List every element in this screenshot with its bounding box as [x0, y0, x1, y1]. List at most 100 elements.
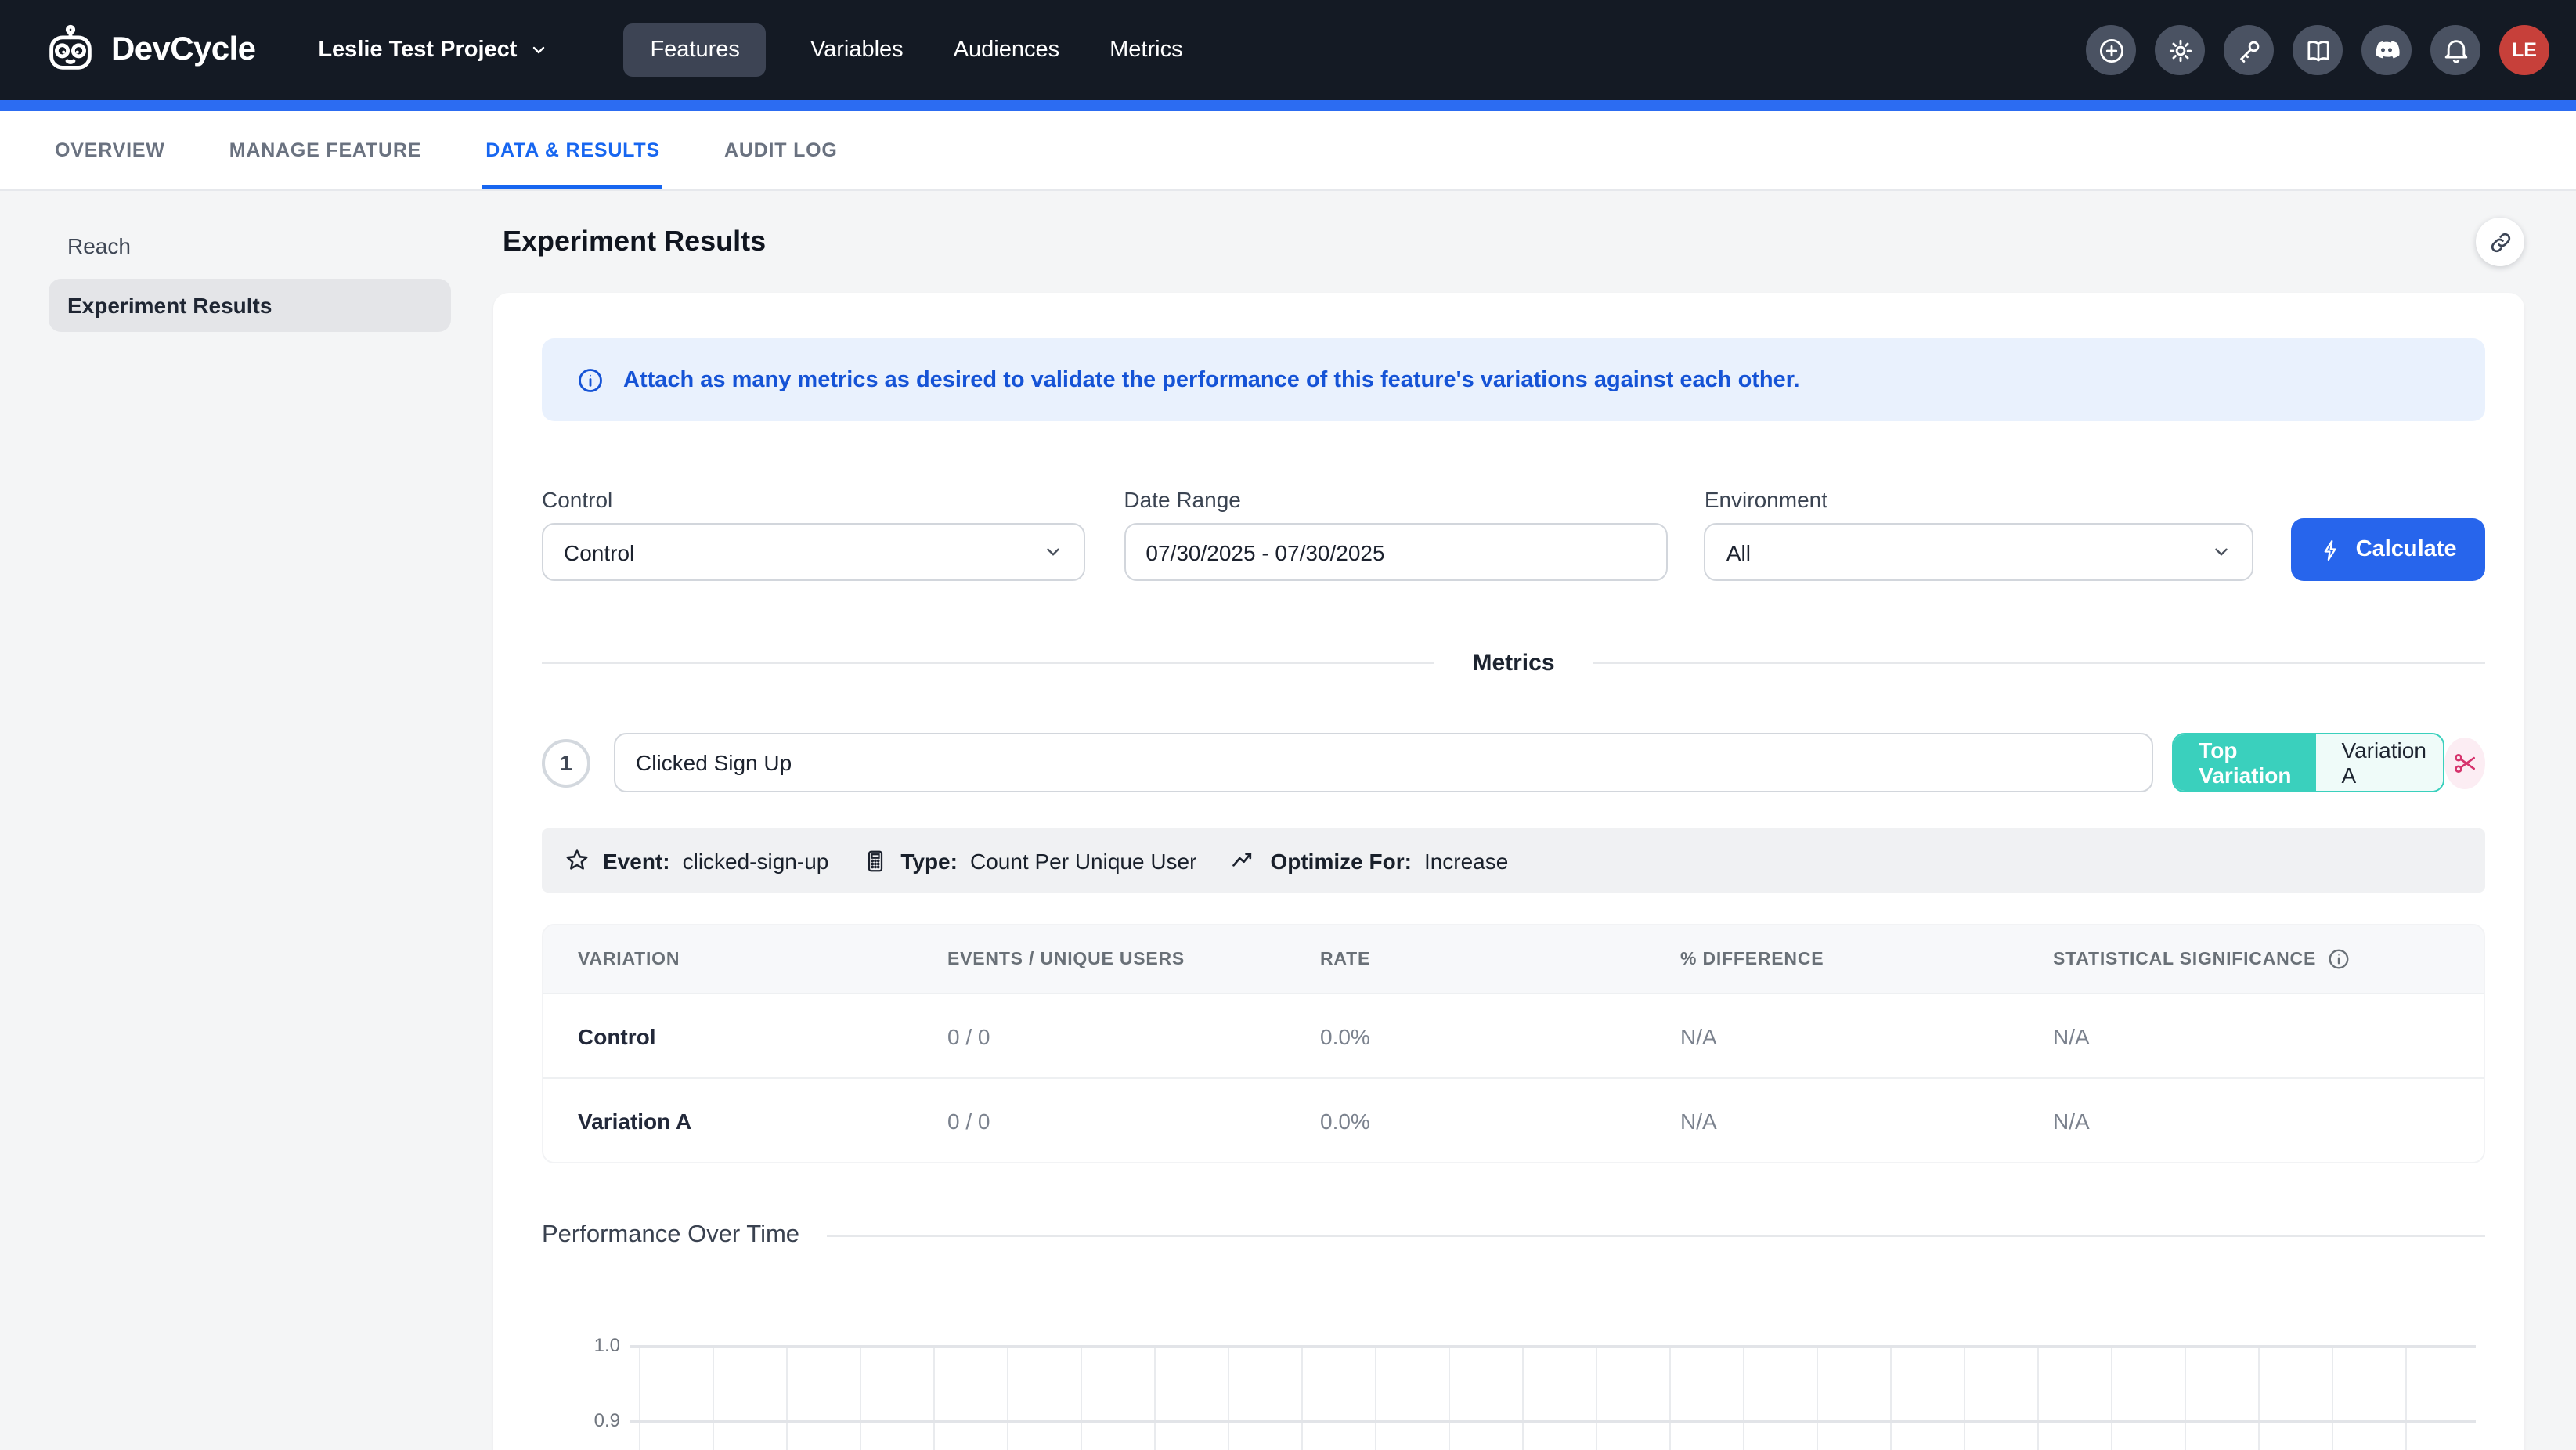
performance-chart: 1.0 0.9 [542, 1278, 2485, 1450]
trend-up-icon [1231, 847, 1257, 874]
table-row: Variation A 0 / 0 0.0% N/A N/A [543, 1077, 2484, 1162]
optimize-meta: Optimize For: Increase [1231, 847, 1508, 874]
link-icon [2488, 229, 2513, 254]
environment-select[interactable]: All [1705, 523, 2253, 581]
optimize-label: Optimize For: [1270, 848, 1411, 873]
discord-icon [2371, 34, 2402, 66]
control-select[interactable]: Control [542, 523, 1084, 581]
control-select-value: Control [564, 539, 634, 564]
results-table-header: VARIATION EVENTS / UNIQUE USERS RATE % D… [543, 925, 2484, 993]
col-rate: RATE [1286, 950, 1646, 968]
project-name: Leslie Test Project [318, 38, 517, 63]
col-difference: % DIFFERENCE [1646, 950, 2019, 968]
brand-name: DevCycle [111, 31, 255, 69]
api-keys-button[interactable] [2224, 25, 2274, 75]
discord-button[interactable] [2361, 25, 2412, 75]
user-avatar[interactable]: LE [2499, 25, 2549, 75]
brand[interactable]: DevCycle [44, 23, 255, 77]
add-icon [2096, 35, 2126, 65]
chart-plot-area [639, 1345, 2476, 1450]
scissors-icon [2452, 749, 2478, 776]
sidebar-item-reach[interactable]: Reach [49, 219, 451, 272]
table-row: Control 0 / 0 0.0% N/A N/A [543, 993, 2484, 1077]
add-button[interactable] [2086, 25, 2136, 75]
page-title: Experiment Results [503, 225, 766, 258]
date-range-label: Date Range [1124, 487, 1668, 512]
metrics-divider-label: Metrics [1472, 650, 1554, 676]
date-range-input[interactable] [1124, 523, 1668, 581]
type-value: Count Per Unique User [970, 848, 1197, 873]
event-meta: Event: clicked-sign-up [564, 847, 828, 874]
control-label: Control [542, 487, 1084, 512]
col-events: EVENTS / UNIQUE USERS [913, 950, 1286, 968]
app-root: DevCycle Leslie Test Project Features Va… [0, 0, 2576, 1450]
devcycle-robot-logo-icon [44, 23, 97, 77]
docs-book-icon [2303, 35, 2332, 65]
performance-title: Performance Over Time [542, 1221, 799, 1250]
results-table: VARIATION EVENTS / UNIQUE USERS RATE % D… [542, 924, 2485, 1163]
notifications-button[interactable] [2430, 25, 2480, 75]
toggle-top-variation[interactable]: Top Variation [2174, 734, 2316, 791]
metrics-divider: Metrics [542, 650, 2485, 676]
calculate-label: Calculate [2356, 537, 2457, 562]
tab-overview[interactable]: OVERVIEW [52, 111, 168, 189]
type-meta: Type: Count Per Unique User [863, 848, 1196, 873]
y-axis-tick-1: 1.0 [542, 1334, 620, 1356]
docs-button[interactable] [2293, 25, 2343, 75]
metric-index-badge: 1 [542, 738, 590, 787]
info-banner: Attach as many metrics as desired to val… [542, 338, 2485, 421]
tab-manage-feature[interactable]: MANAGE FEATURE [226, 111, 424, 189]
tab-audit-log[interactable]: AUDIT LOG [721, 111, 841, 189]
feature-tabbar: OVERVIEW MANAGE FEATURE DATA & RESULTS A… [0, 111, 2576, 191]
info-icon [576, 366, 604, 394]
environment-select-value: All [1726, 539, 1751, 564]
chevron-down-icon [1042, 542, 1063, 562]
sidebar-item-experiment-results[interactable]: Experiment Results [49, 279, 451, 332]
control-field: Control Control [542, 487, 1084, 581]
date-range-field: Date Range [1124, 487, 1668, 581]
info-banner-text: Attach as many metrics as desired to val… [623, 367, 1800, 392]
results-sidebar: Reach Experiment Results [0, 191, 485, 1450]
content: Reach Experiment Results Experiment Resu… [0, 191, 2576, 1450]
variation-toggle: Top Variation Variation A [2172, 733, 2444, 792]
event-value: clicked-sign-up [683, 848, 829, 873]
calculate-button[interactable]: Calculate [2291, 518, 2485, 581]
nav-link-features[interactable]: Features [623, 23, 766, 77]
metric-name-input[interactable] [614, 733, 2153, 792]
lightning-icon [2320, 538, 2343, 561]
calculator-icon [863, 848, 888, 873]
controls-row: Control Control Date Range Environment [542, 487, 2485, 581]
api-key-icon [2234, 35, 2264, 65]
col-significance: STATISTICAL SIGNIFICANCE [2019, 947, 2484, 971]
copy-link-button[interactable] [2476, 218, 2524, 266]
chevron-down-icon [529, 41, 548, 60]
settings-gear-icon [2165, 35, 2195, 65]
metric-row: 1 Top Variation Variation A [542, 733, 2485, 792]
metric-meta-row: Event: clicked-sign-up Type: Count Per U… [542, 828, 2485, 893]
settings-button[interactable] [2155, 25, 2205, 75]
primary-nav: Features Variables Audiences Metrics [623, 23, 1189, 77]
heading-row: Experiment Results [485, 191, 2576, 293]
type-label: Type: [900, 848, 958, 873]
performance-section-header: Performance Over Time [542, 1221, 2485, 1250]
nav-link-metrics[interactable]: Metrics [1103, 23, 1189, 77]
col-variation: VARIATION [543, 950, 913, 968]
info-icon[interactable] [2327, 947, 2351, 971]
main-panel: Experiment Results Attach as many metric… [485, 191, 2576, 1450]
remove-metric-button[interactable] [2444, 737, 2485, 788]
nav-link-variables[interactable]: Variables [804, 23, 910, 77]
event-label: Event: [603, 848, 670, 873]
star-icon [564, 847, 590, 874]
nav-link-audiences[interactable]: Audiences [947, 23, 1066, 77]
top-navbar: DevCycle Leslie Test Project Features Va… [0, 0, 2576, 100]
project-selector[interactable]: Leslie Test Project [318, 38, 548, 63]
notifications-bell-icon [2441, 35, 2470, 65]
y-axis-tick-2: 0.9 [542, 1409, 620, 1431]
experiment-results-card: Attach as many metrics as desired to val… [493, 293, 2524, 1450]
environment-field: Environment All [1705, 487, 2253, 581]
chevron-down-icon [2211, 542, 2231, 562]
accent-bar [0, 100, 2576, 111]
toggle-variation-a[interactable]: Variation A [2316, 734, 2444, 791]
tab-data-and-results[interactable]: DATA & RESULTS [482, 111, 663, 189]
environment-label: Environment [1705, 487, 2253, 512]
